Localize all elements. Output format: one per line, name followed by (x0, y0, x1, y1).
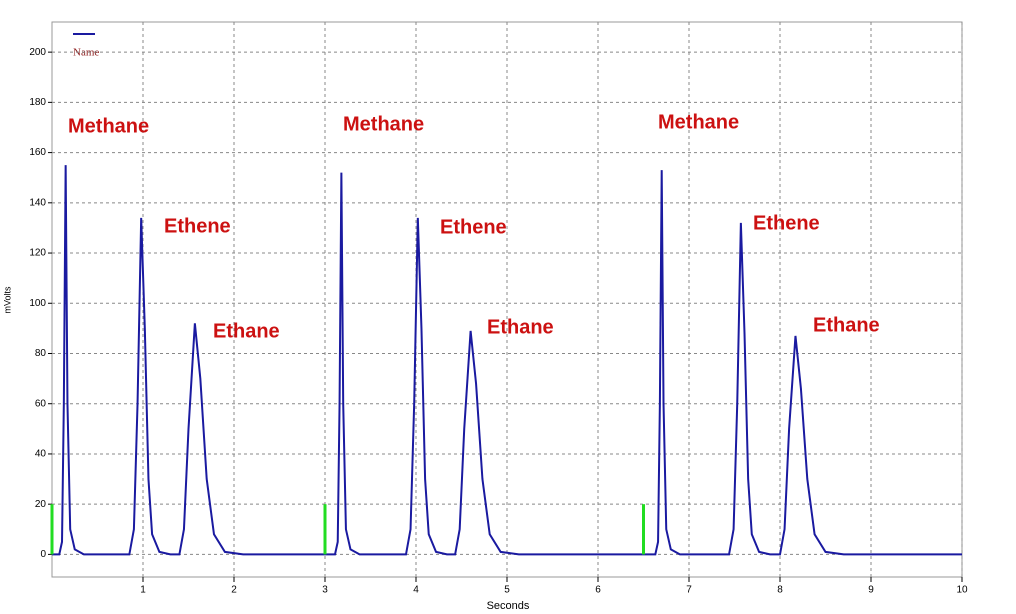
peak-annotation: Methane (658, 111, 739, 133)
peak-annotation: Ethene (753, 212, 820, 234)
x-tick-label: 7 (686, 585, 692, 596)
y-tick-label: 0 (40, 549, 46, 560)
x-tick-label: 5 (504, 585, 510, 596)
y-tick-label: 120 (29, 248, 46, 259)
peak-annotation: Methane (68, 115, 149, 137)
peak-annotation: Ethane (813, 314, 880, 336)
legend-label: Name (73, 47, 99, 59)
x-tick-label: 10 (956, 585, 968, 596)
peak-annotation: Ethane (213, 320, 280, 342)
data-line (52, 165, 962, 556)
y-tick-label: 80 (35, 348, 47, 359)
y-tick-label: 100 (29, 298, 46, 309)
peak-annotation: Ethene (440, 216, 507, 238)
peak-annotation: Ethane (487, 316, 554, 338)
y-axis-label: mVolts (2, 286, 12, 314)
x-axis-label: Seconds (487, 600, 530, 612)
peak-annotation: Ethene (164, 215, 231, 237)
x-tick-label: 4 (413, 585, 419, 596)
y-tick-label: 40 (35, 449, 47, 460)
peak-annotation: Methane (343, 113, 424, 135)
y-tick-label: 60 (35, 398, 47, 409)
x-tick-label: 8 (777, 585, 783, 596)
y-tick-label: 200 (29, 47, 46, 58)
x-tick-label: 9 (868, 585, 874, 596)
y-tick-label: 20 (35, 499, 47, 510)
y-tick-label: 140 (29, 197, 46, 208)
x-tick-label: 6 (595, 585, 601, 596)
x-tick-label: 1 (140, 585, 146, 596)
y-tick-label: 180 (29, 97, 46, 108)
x-tick-label: 3 (322, 585, 328, 596)
y-tick-label: 160 (29, 147, 46, 158)
x-tick-label: 2 (231, 585, 237, 596)
legend: Name (73, 33, 99, 59)
